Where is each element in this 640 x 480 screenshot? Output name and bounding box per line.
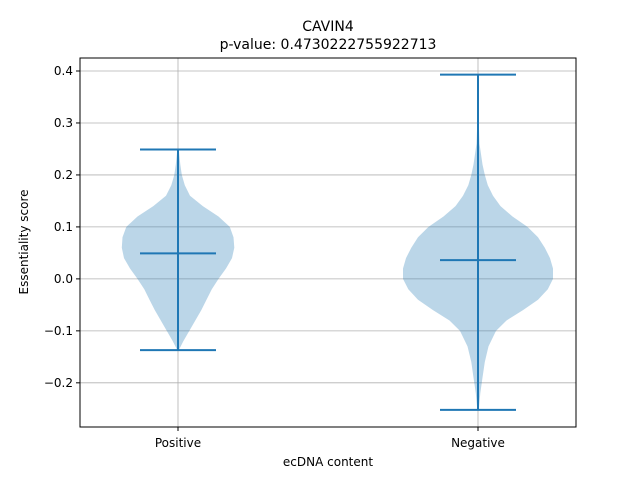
chart-title: CAVIN4 xyxy=(302,19,354,35)
x-axis-label: ecDNA content xyxy=(283,455,373,469)
y-tick-label: −0.1 xyxy=(44,324,73,338)
y-tick-label: 0.0 xyxy=(54,272,73,286)
y-tick-label: 0.3 xyxy=(54,116,73,130)
violin-stat-lines xyxy=(140,73,516,411)
y-axis-label: Essentiality score xyxy=(17,190,31,295)
x-axis-ticks: Positive Negative xyxy=(155,427,505,450)
y-axis-ticks: −0.2 −0.1 0.0 0.1 0.2 0.3 0.4 xyxy=(44,64,80,390)
y-tick-label: 0.4 xyxy=(54,64,73,78)
y-tick-label: −0.2 xyxy=(44,376,73,390)
x-tick-label: Negative xyxy=(451,436,505,450)
chart-subtitle: p-value: 0.4730222755922713 xyxy=(220,37,437,53)
y-tick-label: 0.1 xyxy=(54,220,73,234)
x-tick-label: Positive xyxy=(155,436,201,450)
y-tick-label: 0.2 xyxy=(54,168,73,182)
plot-area-frame xyxy=(79,57,577,428)
violin-bodies xyxy=(121,74,553,410)
